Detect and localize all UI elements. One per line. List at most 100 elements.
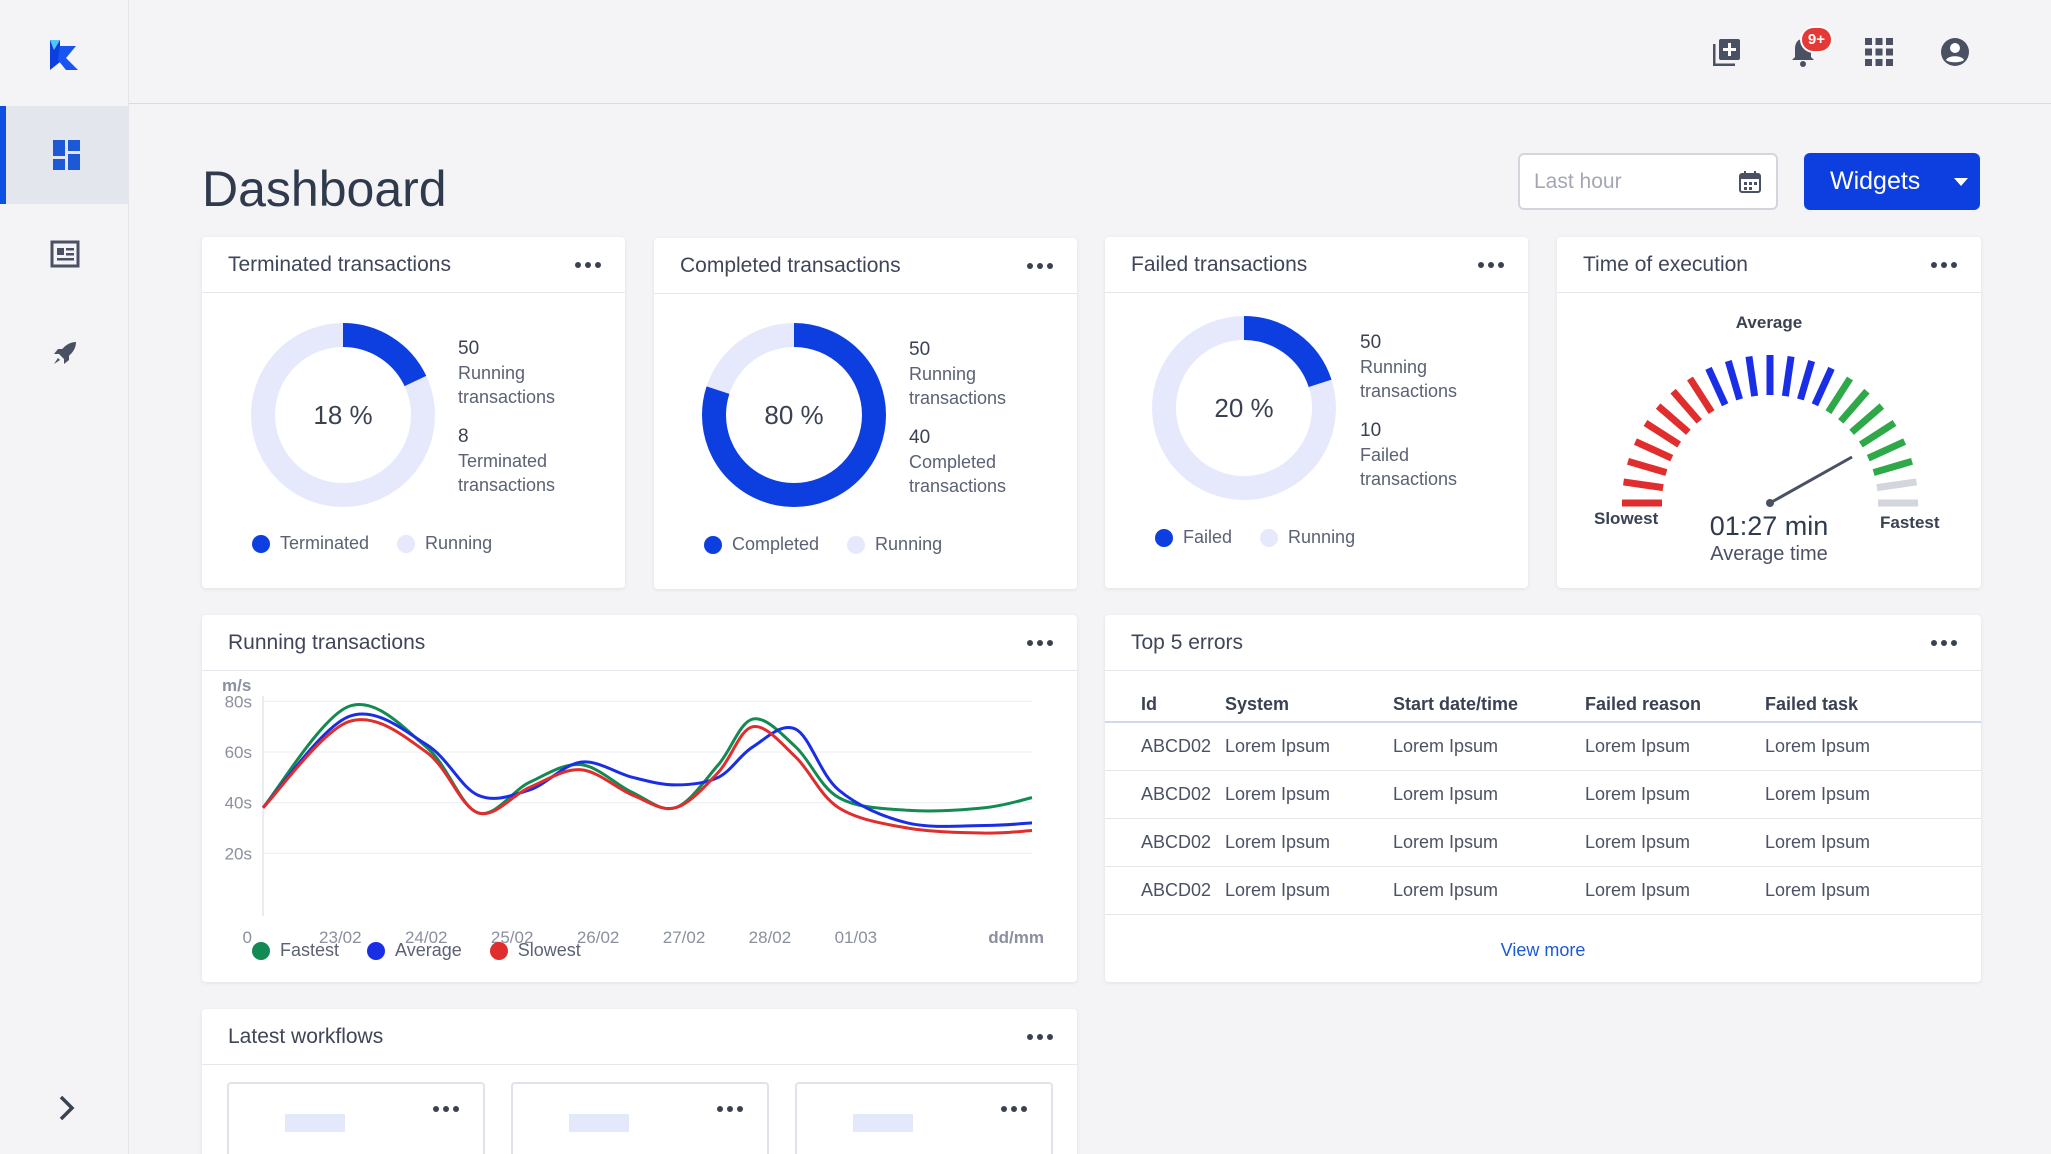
more-options-icon[interactable] <box>717 1106 743 1112</box>
speed-gauge <box>1622 355 1918 507</box>
add-box-icon[interactable] <box>1711 36 1743 68</box>
column-header-id[interactable]: Id <box>1105 688 1225 723</box>
legend-item-running: Running <box>847 534 942 555</box>
legend-item-fastest: Fastest <box>252 940 339 961</box>
column-header-failed-task[interactable]: Failed task <box>1765 688 1981 723</box>
cell-failed-reason: Lorem Ipsum <box>1585 866 1765 915</box>
rocket-icon <box>53 342 76 364</box>
card-header: Failed transactions <box>1105 237 1528 293</box>
bell-icon[interactable]: 9+ <box>1787 26 1833 68</box>
card-header: Latest workflows <box>202 1009 1077 1065</box>
widgets-button-label: Widgets <box>1830 167 1921 195</box>
caret-down-icon <box>1954 177 1969 186</box>
workflow-thumbnail[interactable] <box>227 1082 485 1154</box>
legend-item-completed: Completed <box>704 534 819 555</box>
column-header-system[interactable]: System <box>1225 688 1393 723</box>
gauge-tick <box>1866 438 1907 462</box>
terminated-stat: 8 Terminated transactions <box>458 426 556 495</box>
more-options-icon[interactable] <box>433 1106 459 1112</box>
table-row[interactable]: ABCD02 Lorem Ipsum Lorem Ipsum Lorem Ips… <box>1105 866 1981 915</box>
gauge-tick <box>1781 356 1795 397</box>
top-bar: 9+ <box>129 0 2051 104</box>
card-header: Terminated transactions <box>202 237 625 293</box>
cell-start-date: Lorem Ipsum <box>1393 770 1585 819</box>
gauge-value: 01:27 min <box>1709 511 1829 541</box>
cell-failed-task: Lorem Ipsum <box>1765 818 1981 867</box>
gauge-caption: Average time <box>1710 543 1828 565</box>
cell-system: Lorem Ipsum <box>1225 866 1393 915</box>
gauge-tick <box>1872 457 1913 476</box>
view-more-link[interactable]: View more <box>1500 940 1586 960</box>
chart-legend: Fastest Average Slowest <box>252 940 581 961</box>
widgets-button[interactable]: Widgets <box>1804 153 1980 210</box>
y-tick-label: 40s <box>225 794 252 813</box>
cell-failed-task: Lorem Ipsum <box>1765 770 1981 819</box>
gauge-tick <box>1705 366 1729 407</box>
x-tick-label: 28/02 <box>749 928 792 947</box>
running-transactions-card: Running transactions 20s 40s 60s 80s m/s 0 23/… <box>202 615 1077 982</box>
gauge-tick <box>1633 438 1674 462</box>
more-options-icon[interactable] <box>1027 1033 1053 1040</box>
legend-item-slowest: Slowest <box>489 940 581 961</box>
gauge-tick <box>1655 403 1691 435</box>
chevron-right-icon[interactable] <box>52 1094 80 1122</box>
gauge-tick <box>1876 478 1917 492</box>
completed-transactions-card: Completed transactions 80 % 50 Running t… <box>654 238 1077 589</box>
page-title: Dashboard <box>202 161 447 217</box>
gauge-tick <box>1745 356 1759 397</box>
notification-badge: 9+ <box>1799 26 1833 53</box>
cell-id: ABCD02 <box>1105 770 1225 819</box>
table-row[interactable]: ABCD02 Lorem Ipsum Lorem Ipsum Lorem Ips… <box>1105 770 1981 819</box>
legend-item-terminated: Terminated <box>252 533 369 554</box>
workflow-thumbnail[interactable] <box>795 1082 1053 1154</box>
legend-item-average: Average <box>367 940 462 961</box>
card-title: Latest workflows <box>228 1024 384 1048</box>
more-options-icon[interactable] <box>1931 261 1957 268</box>
more-options-icon[interactable] <box>1931 639 1957 646</box>
sidebar-item-dashboard[interactable] <box>0 106 129 204</box>
legend-item-failed: Failed <box>1155 527 1232 548</box>
sidebar-item-reports[interactable] <box>0 205 129 303</box>
more-options-icon[interactable] <box>1027 262 1053 269</box>
column-header-start-date[interactable]: Start date/time <box>1393 688 1585 723</box>
series-line-fastest <box>261 703 1033 816</box>
time-of-execution-card: Time of execution Average Slowest Fastes… <box>1557 237 1981 588</box>
running-stat: 50 Running transactions <box>909 339 1007 408</box>
calendar-icon[interactable] <box>1738 170 1762 194</box>
newspaper-icon <box>50 240 79 268</box>
card-title: Completed transactions <box>680 253 901 277</box>
table-row[interactable]: ABCD02 Lorem Ipsum Lorem Ipsum Lorem Ips… <box>1105 818 1981 867</box>
more-options-icon[interactable] <box>1478 261 1504 268</box>
workflow-thumbnail[interactable] <box>511 1082 769 1154</box>
cell-failed-task: Lorem Ipsum <box>1765 866 1981 915</box>
gauge-left-label: Slowest <box>1594 509 1659 528</box>
workflow-node <box>853 1114 913 1132</box>
gauge-tick <box>1858 420 1897 448</box>
terminated-transactions-card: Terminated transactions 18 % 50 Running … <box>202 237 625 588</box>
more-options-icon[interactable] <box>1027 639 1053 646</box>
account-icon[interactable] <box>1939 36 1971 68</box>
table-row[interactable]: ABCD02 Lorem Ipsum Lorem Ipsum Lorem Ips… <box>1105 722 1981 771</box>
cell-system: Lorem Ipsum <box>1225 770 1393 819</box>
cell-failed-reason: Lorem Ipsum <box>1585 722 1765 771</box>
date-range-placeholder: Last hour <box>1534 169 1622 193</box>
app-logo[interactable] <box>46 36 80 72</box>
date-range-input[interactable]: Last hour <box>1518 153 1778 210</box>
more-options-icon[interactable] <box>1001 1106 1027 1112</box>
card-header: Completed transactions <box>654 238 1077 294</box>
x-tick-label: 23/02 <box>319 928 362 947</box>
gauge-top-label: Average <box>1735 313 1803 332</box>
column-header-failed-reason[interactable]: Failed reason <box>1585 688 1765 723</box>
workflow-node <box>285 1114 345 1132</box>
cell-system: Lorem Ipsum <box>1225 722 1393 771</box>
failed-transactions-card: Failed transactions 20 % 50 Running tran… <box>1105 237 1528 588</box>
x-tick-label: 27/02 <box>663 928 706 947</box>
cell-id: ABCD02 <box>1105 818 1225 867</box>
apps-grid-icon[interactable] <box>1863 36 1895 68</box>
legend-item-running: Running <box>397 533 492 554</box>
more-options-icon[interactable] <box>575 261 601 268</box>
sidebar-item-deploy[interactable] <box>0 304 129 402</box>
workflow-node <box>569 1114 629 1132</box>
donut-percent: 18 % <box>313 400 373 430</box>
card-title: Time of execution <box>1583 252 1748 276</box>
